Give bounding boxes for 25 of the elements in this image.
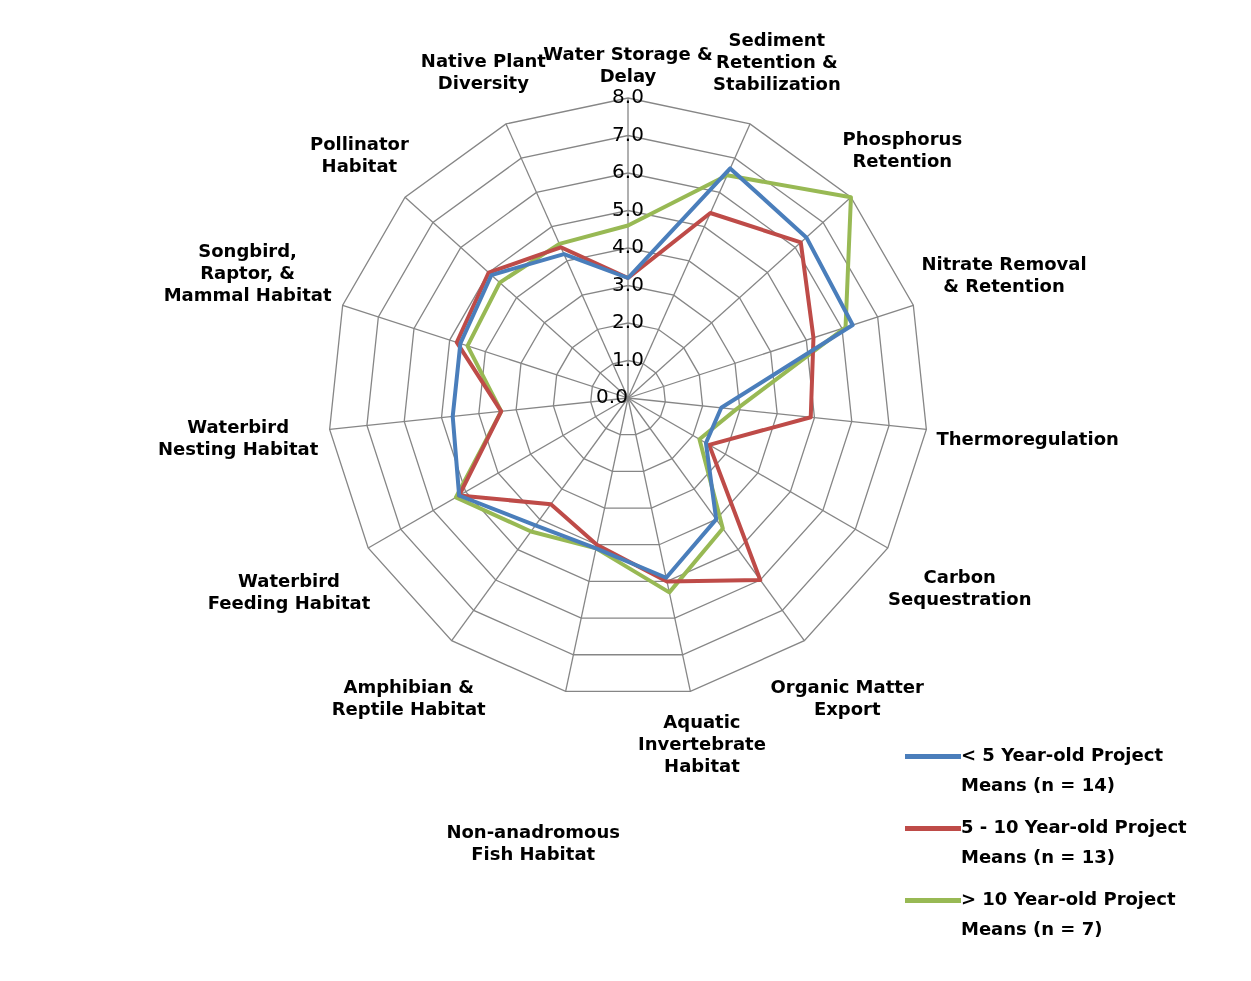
spoke-label: Amphibian & Reptile Habitat [331, 676, 487, 720]
y-tick-label: 0.0 [596, 384, 628, 409]
spoke-label: Songbird, Raptor, & Mammal Habitat [163, 240, 332, 306]
spoke-label: Nitrate Removal & Retention [921, 252, 1087, 296]
spoke-label: Organic Matter Export [770, 676, 925, 720]
spoke-label: Pollinator Habitat [309, 132, 409, 176]
y-tick-label: 7.0 [612, 121, 644, 146]
spoke-label: Aquatic Invertebrate Habitat [637, 711, 766, 777]
y-tick-label: 1.0 [612, 346, 644, 371]
spoke-label: Non-anadromous Fish Habitat [446, 820, 620, 864]
legend-label: < 5 Year-old Project Means (n = 14) [961, 743, 1164, 797]
y-tick-label: 2.0 [612, 309, 644, 334]
y-tick-label: 3.0 [612, 271, 644, 296]
spoke-label: Thermoregulation [936, 427, 1119, 449]
spoke-label: Waterbird Feeding Habitat [207, 570, 371, 614]
spoke-label: Waterbird Nesting Habitat [157, 415, 319, 459]
legend-label: > 10 Year-old Project Means (n = 7) [961, 887, 1177, 941]
spoke-label: Carbon Sequestration [888, 566, 1032, 610]
legend-label: 5 - 10 Year-old Project Means (n = 13) [961, 815, 1188, 869]
spoke-label: Phosphorus Retention [842, 127, 963, 171]
y-tick-label: 6.0 [612, 159, 644, 184]
spoke-label: Sediment Retention & Stabilization [713, 29, 841, 95]
y-tick-label: 4.0 [612, 234, 644, 259]
y-tick-label: 8.0 [612, 84, 644, 109]
y-tick-label: 5.0 [612, 196, 644, 221]
